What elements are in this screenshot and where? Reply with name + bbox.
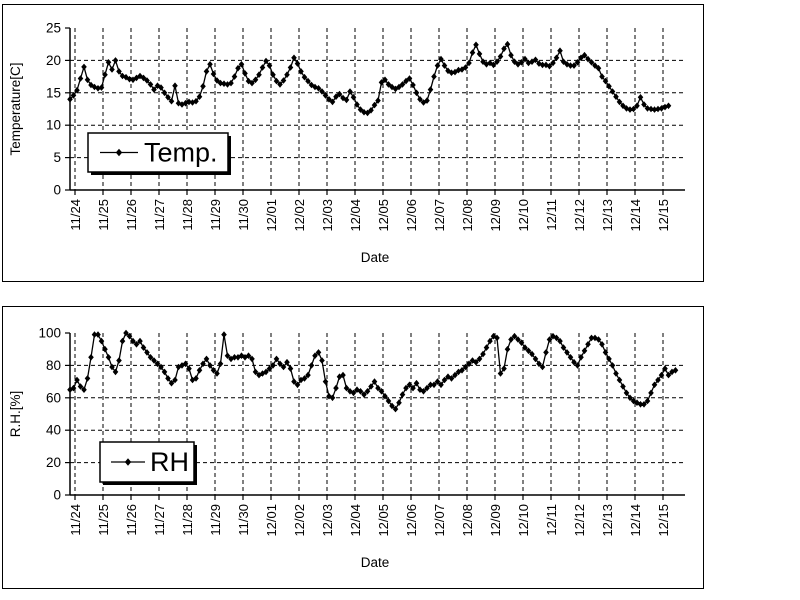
svg-text:12/15: 12/15 xyxy=(656,504,671,537)
axes xyxy=(69,333,685,496)
svg-text:0: 0 xyxy=(53,488,61,503)
svg-text:11/29: 11/29 xyxy=(208,504,223,536)
x-axis-title: Date xyxy=(361,555,390,570)
legend-marker-icon xyxy=(115,148,123,157)
svg-text:12/01: 12/01 xyxy=(264,199,279,232)
svg-text:12/04: 12/04 xyxy=(348,199,363,232)
svg-text:11/29: 11/29 xyxy=(208,199,223,231)
data-series-markers xyxy=(67,329,679,413)
svg-text:11/30: 11/30 xyxy=(236,504,251,536)
svg-text:12/05: 12/05 xyxy=(376,504,391,537)
svg-text:12/14: 12/14 xyxy=(628,199,643,232)
svg-text:11/26: 11/26 xyxy=(124,199,139,231)
svg-text:12/02: 12/02 xyxy=(292,199,307,232)
svg-text:15: 15 xyxy=(46,85,61,100)
svg-text:100: 100 xyxy=(38,326,61,341)
x-tick-labels: 11/24 11/25 11/26 11/27 11/28 11/29 11/30 12/01… xyxy=(68,190,671,232)
svg-text:12/10: 12/10 xyxy=(516,504,531,537)
svg-text:12/07: 12/07 xyxy=(432,199,447,232)
svg-text:12/13: 12/13 xyxy=(600,199,615,232)
svg-text:11/25: 11/25 xyxy=(96,504,111,536)
svg-text:12/09: 12/09 xyxy=(488,199,503,232)
svg-text:12/08: 12/08 xyxy=(460,504,475,537)
svg-text:12/07: 12/07 xyxy=(432,504,447,537)
y-gridlines xyxy=(70,364,685,464)
y-axis-title: R.H.[%] xyxy=(8,391,23,438)
svg-text:12/15: 12/15 xyxy=(656,199,671,232)
y-gridlines xyxy=(70,59,685,159)
svg-text:11/25: 11/25 xyxy=(96,199,111,231)
svg-text:12/03: 12/03 xyxy=(320,504,335,537)
y-tick-labels: 0 5 10 15 20 25 xyxy=(46,21,70,198)
svg-text:12/14: 12/14 xyxy=(628,504,643,537)
svg-text:12/05: 12/05 xyxy=(376,199,391,232)
svg-text:12/06: 12/06 xyxy=(404,504,419,537)
svg-text:12/09: 12/09 xyxy=(488,504,503,537)
svg-text:12/12: 12/12 xyxy=(572,504,587,537)
x-axis-title: Date xyxy=(361,250,390,265)
svg-text:12/01: 12/01 xyxy=(264,504,279,537)
x-tick-labels: 11/24 11/25 11/26 11/27 11/28 11/29 11/30 12/01… xyxy=(68,495,671,537)
svg-text:20: 20 xyxy=(46,455,61,470)
temperature-chart: 0 5 10 15 20 25 11/24 11/25 11/26 11/27 11/28 11/29… xyxy=(8,21,685,265)
data-series xyxy=(67,40,672,117)
svg-text:11/30: 11/30 xyxy=(236,199,251,231)
svg-text:11/27: 11/27 xyxy=(152,199,167,231)
svg-text:11/24: 11/24 xyxy=(68,199,83,231)
svg-text:12/13: 12/13 xyxy=(600,504,615,537)
svg-text:12/04: 12/04 xyxy=(348,504,363,537)
svg-text:20: 20 xyxy=(46,53,61,68)
svg-text:25: 25 xyxy=(46,21,61,36)
svg-text:R.H.[%]: R.H.[%] xyxy=(8,391,23,438)
svg-text:11/28: 11/28 xyxy=(180,199,195,231)
data-series-markers xyxy=(67,40,672,117)
axes xyxy=(69,28,685,191)
svg-text:Date: Date xyxy=(361,555,390,570)
svg-text:12/03: 12/03 xyxy=(320,199,335,232)
svg-text:12/11: 12/11 xyxy=(544,199,559,231)
svg-text:40: 40 xyxy=(46,423,61,438)
svg-text:0: 0 xyxy=(53,183,61,198)
svg-text:Date: Date xyxy=(361,250,390,265)
svg-text:5: 5 xyxy=(53,150,61,165)
svg-text:11/27: 11/27 xyxy=(152,504,167,536)
y-axis-title: Temperature[C] xyxy=(8,62,23,155)
legend-label: RH xyxy=(150,447,189,477)
svg-text:60: 60 xyxy=(46,390,61,405)
svg-text:12/06: 12/06 xyxy=(404,199,419,232)
humidity-chart-frame: 0 20 40 60 80 100 11/24 11/25 11/26 11/27 11/28 11/… xyxy=(2,306,704,589)
y-tick-labels: 0 20 40 60 80 100 xyxy=(38,326,70,503)
svg-text:80: 80 xyxy=(46,358,61,373)
legend-label: Temp. xyxy=(144,138,218,168)
svg-text:12/12: 12/12 xyxy=(572,199,587,232)
svg-text:11/28: 11/28 xyxy=(180,504,195,536)
legend: RH xyxy=(99,441,197,485)
legend: Temp. xyxy=(87,132,231,175)
svg-text:12/11: 12/11 xyxy=(544,504,559,536)
svg-text:11/26: 11/26 xyxy=(124,504,139,536)
temperature-chart-frame: 0 5 10 15 20 25 11/24 11/25 11/26 11/27 11/28 11/29… xyxy=(2,4,704,282)
svg-text:12/02: 12/02 xyxy=(292,504,307,537)
svg-text:12/10: 12/10 xyxy=(516,199,531,232)
data-series xyxy=(67,329,679,413)
svg-text:11/24: 11/24 xyxy=(68,504,83,536)
svg-text:10: 10 xyxy=(46,118,61,133)
svg-text:Temperature[C]: Temperature[C] xyxy=(8,62,23,155)
svg-text:12/08: 12/08 xyxy=(460,199,475,232)
